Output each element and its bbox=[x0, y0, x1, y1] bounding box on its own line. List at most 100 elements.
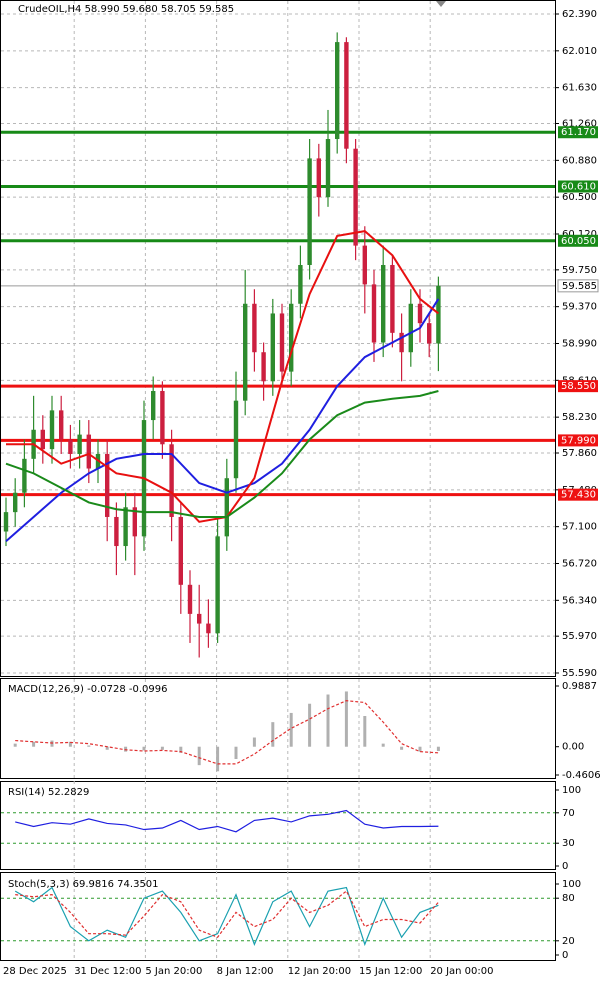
macd-bar bbox=[363, 716, 367, 747]
moving-average bbox=[5, 298, 440, 542]
candle-body bbox=[178, 516, 183, 585]
candle-body bbox=[270, 313, 275, 382]
candle-body bbox=[151, 390, 156, 421]
candle-body bbox=[408, 303, 413, 353]
y-tick-label: 62.010 bbox=[562, 46, 597, 57]
x-tick-label: 15 Jan 12:00 bbox=[359, 966, 422, 977]
candle-body bbox=[298, 265, 303, 304]
macd-bar bbox=[142, 746, 146, 751]
x-tick-label: 20 Jan 00:00 bbox=[430, 966, 493, 977]
rsi-title: RSI(14) 52.2829 bbox=[8, 787, 89, 798]
rsi-line bbox=[15, 809, 439, 833]
level-box bbox=[558, 488, 598, 501]
candle-body bbox=[427, 323, 432, 344]
macd-bar bbox=[105, 746, 109, 750]
y-tick-label: 58.230 bbox=[562, 412, 597, 423]
level-label: 60.610 bbox=[561, 182, 596, 193]
y-tick-label: 58.990 bbox=[562, 339, 597, 350]
chart-title: CrudeOIL,H4 58.990 59.680 58.705 59.585 bbox=[18, 4, 234, 15]
macd-bar bbox=[381, 743, 385, 747]
candle-body bbox=[316, 158, 321, 198]
y-tick-label: 0 bbox=[562, 861, 568, 872]
macd-bar bbox=[179, 746, 183, 753]
candle-body bbox=[279, 313, 285, 372]
candle-body bbox=[187, 584, 193, 614]
x-tick-label: 31 Dec 12:00 bbox=[74, 966, 141, 977]
level-box bbox=[558, 380, 598, 393]
macd-bar bbox=[271, 722, 275, 747]
candle-body bbox=[59, 410, 64, 440]
y-tick-label: 56.720 bbox=[562, 558, 597, 569]
candle-body bbox=[289, 303, 294, 372]
stoch-main bbox=[14, 886, 439, 947]
stoch-panel bbox=[0, 872, 556, 961]
level-label: 61.170 bbox=[561, 127, 596, 138]
macd-bar bbox=[400, 746, 404, 750]
macd-bar bbox=[436, 746, 440, 752]
y-tick-label: 0.9887 bbox=[562, 681, 597, 692]
candle-body bbox=[40, 429, 45, 450]
candle-body bbox=[169, 444, 174, 517]
y-tick-label: 70 bbox=[562, 808, 575, 819]
candle-body bbox=[77, 434, 82, 454]
candle-body bbox=[307, 158, 312, 266]
candle-body bbox=[224, 478, 229, 537]
candle-body bbox=[22, 458, 27, 493]
y-tick-label: 62.390 bbox=[562, 9, 597, 20]
last-price-box bbox=[557, 279, 599, 293]
y-tick-label: 57.100 bbox=[562, 522, 597, 533]
x-tick-label: 8 Jan 12:00 bbox=[217, 966, 274, 977]
y-tick-label: 100 bbox=[562, 785, 581, 796]
x-tick-label: 12 Jan 20:00 bbox=[288, 966, 351, 977]
macd-bar bbox=[234, 746, 238, 759]
x-tick-label: 5 Jan 20:00 bbox=[145, 966, 202, 977]
level-box bbox=[558, 126, 598, 139]
level-box bbox=[558, 180, 598, 193]
candle-body bbox=[362, 245, 367, 285]
shift-marker bbox=[436, 1, 446, 7]
candle-body bbox=[371, 284, 377, 343]
candle-body bbox=[68, 439, 73, 454]
level-label: 60.050 bbox=[561, 236, 596, 247]
moving-average bbox=[5, 390, 439, 518]
y-tick-label: 0 bbox=[562, 950, 568, 961]
macd-panel bbox=[0, 678, 556, 779]
macd-bar bbox=[308, 703, 312, 747]
level-label: 58.550 bbox=[561, 381, 596, 392]
macd-bar bbox=[289, 712, 293, 747]
candle-body bbox=[243, 303, 248, 401]
macd-title: MACD(12,26,9) -0.0728 -0.0996 bbox=[8, 684, 168, 695]
candle-body bbox=[353, 148, 358, 246]
y-tick-label: 57.860 bbox=[562, 448, 597, 459]
y-tick-label: 56.340 bbox=[562, 595, 597, 606]
macd-bar bbox=[50, 740, 54, 747]
y-tick-label: 55.970 bbox=[562, 631, 597, 642]
candle-body bbox=[114, 516, 119, 547]
stoch-title: Stoch(5,3,3) 69.9816 74.3501 bbox=[8, 879, 159, 890]
y-tick-label: 59.750 bbox=[562, 265, 597, 276]
candle-body bbox=[206, 623, 211, 634]
candle-body bbox=[252, 303, 257, 353]
candle-body bbox=[436, 285, 441, 344]
y-tick-label: 61.630 bbox=[562, 83, 597, 94]
y-tick-label: 60.880 bbox=[562, 155, 597, 166]
macd-bar bbox=[197, 746, 201, 766]
candle-body bbox=[417, 303, 423, 324]
candle-body bbox=[390, 265, 395, 333]
level-box bbox=[558, 434, 598, 447]
main-panel bbox=[0, 0, 556, 677]
candle-body bbox=[197, 613, 202, 624]
candle-body bbox=[105, 453, 110, 517]
x-tick-label: 28 Dec 2025 bbox=[3, 966, 67, 977]
macd-bar bbox=[160, 746, 164, 750]
candle-body bbox=[215, 536, 220, 634]
y-tick-label: 0.00 bbox=[562, 742, 584, 753]
y-tick-label: 60.500 bbox=[562, 192, 597, 203]
macd-bar bbox=[252, 737, 256, 747]
candle-body bbox=[13, 492, 18, 513]
macd-bar bbox=[13, 743, 17, 747]
candle-body bbox=[86, 434, 91, 469]
y-tick-label: 20 bbox=[562, 936, 575, 947]
macd-bar bbox=[124, 746, 128, 752]
